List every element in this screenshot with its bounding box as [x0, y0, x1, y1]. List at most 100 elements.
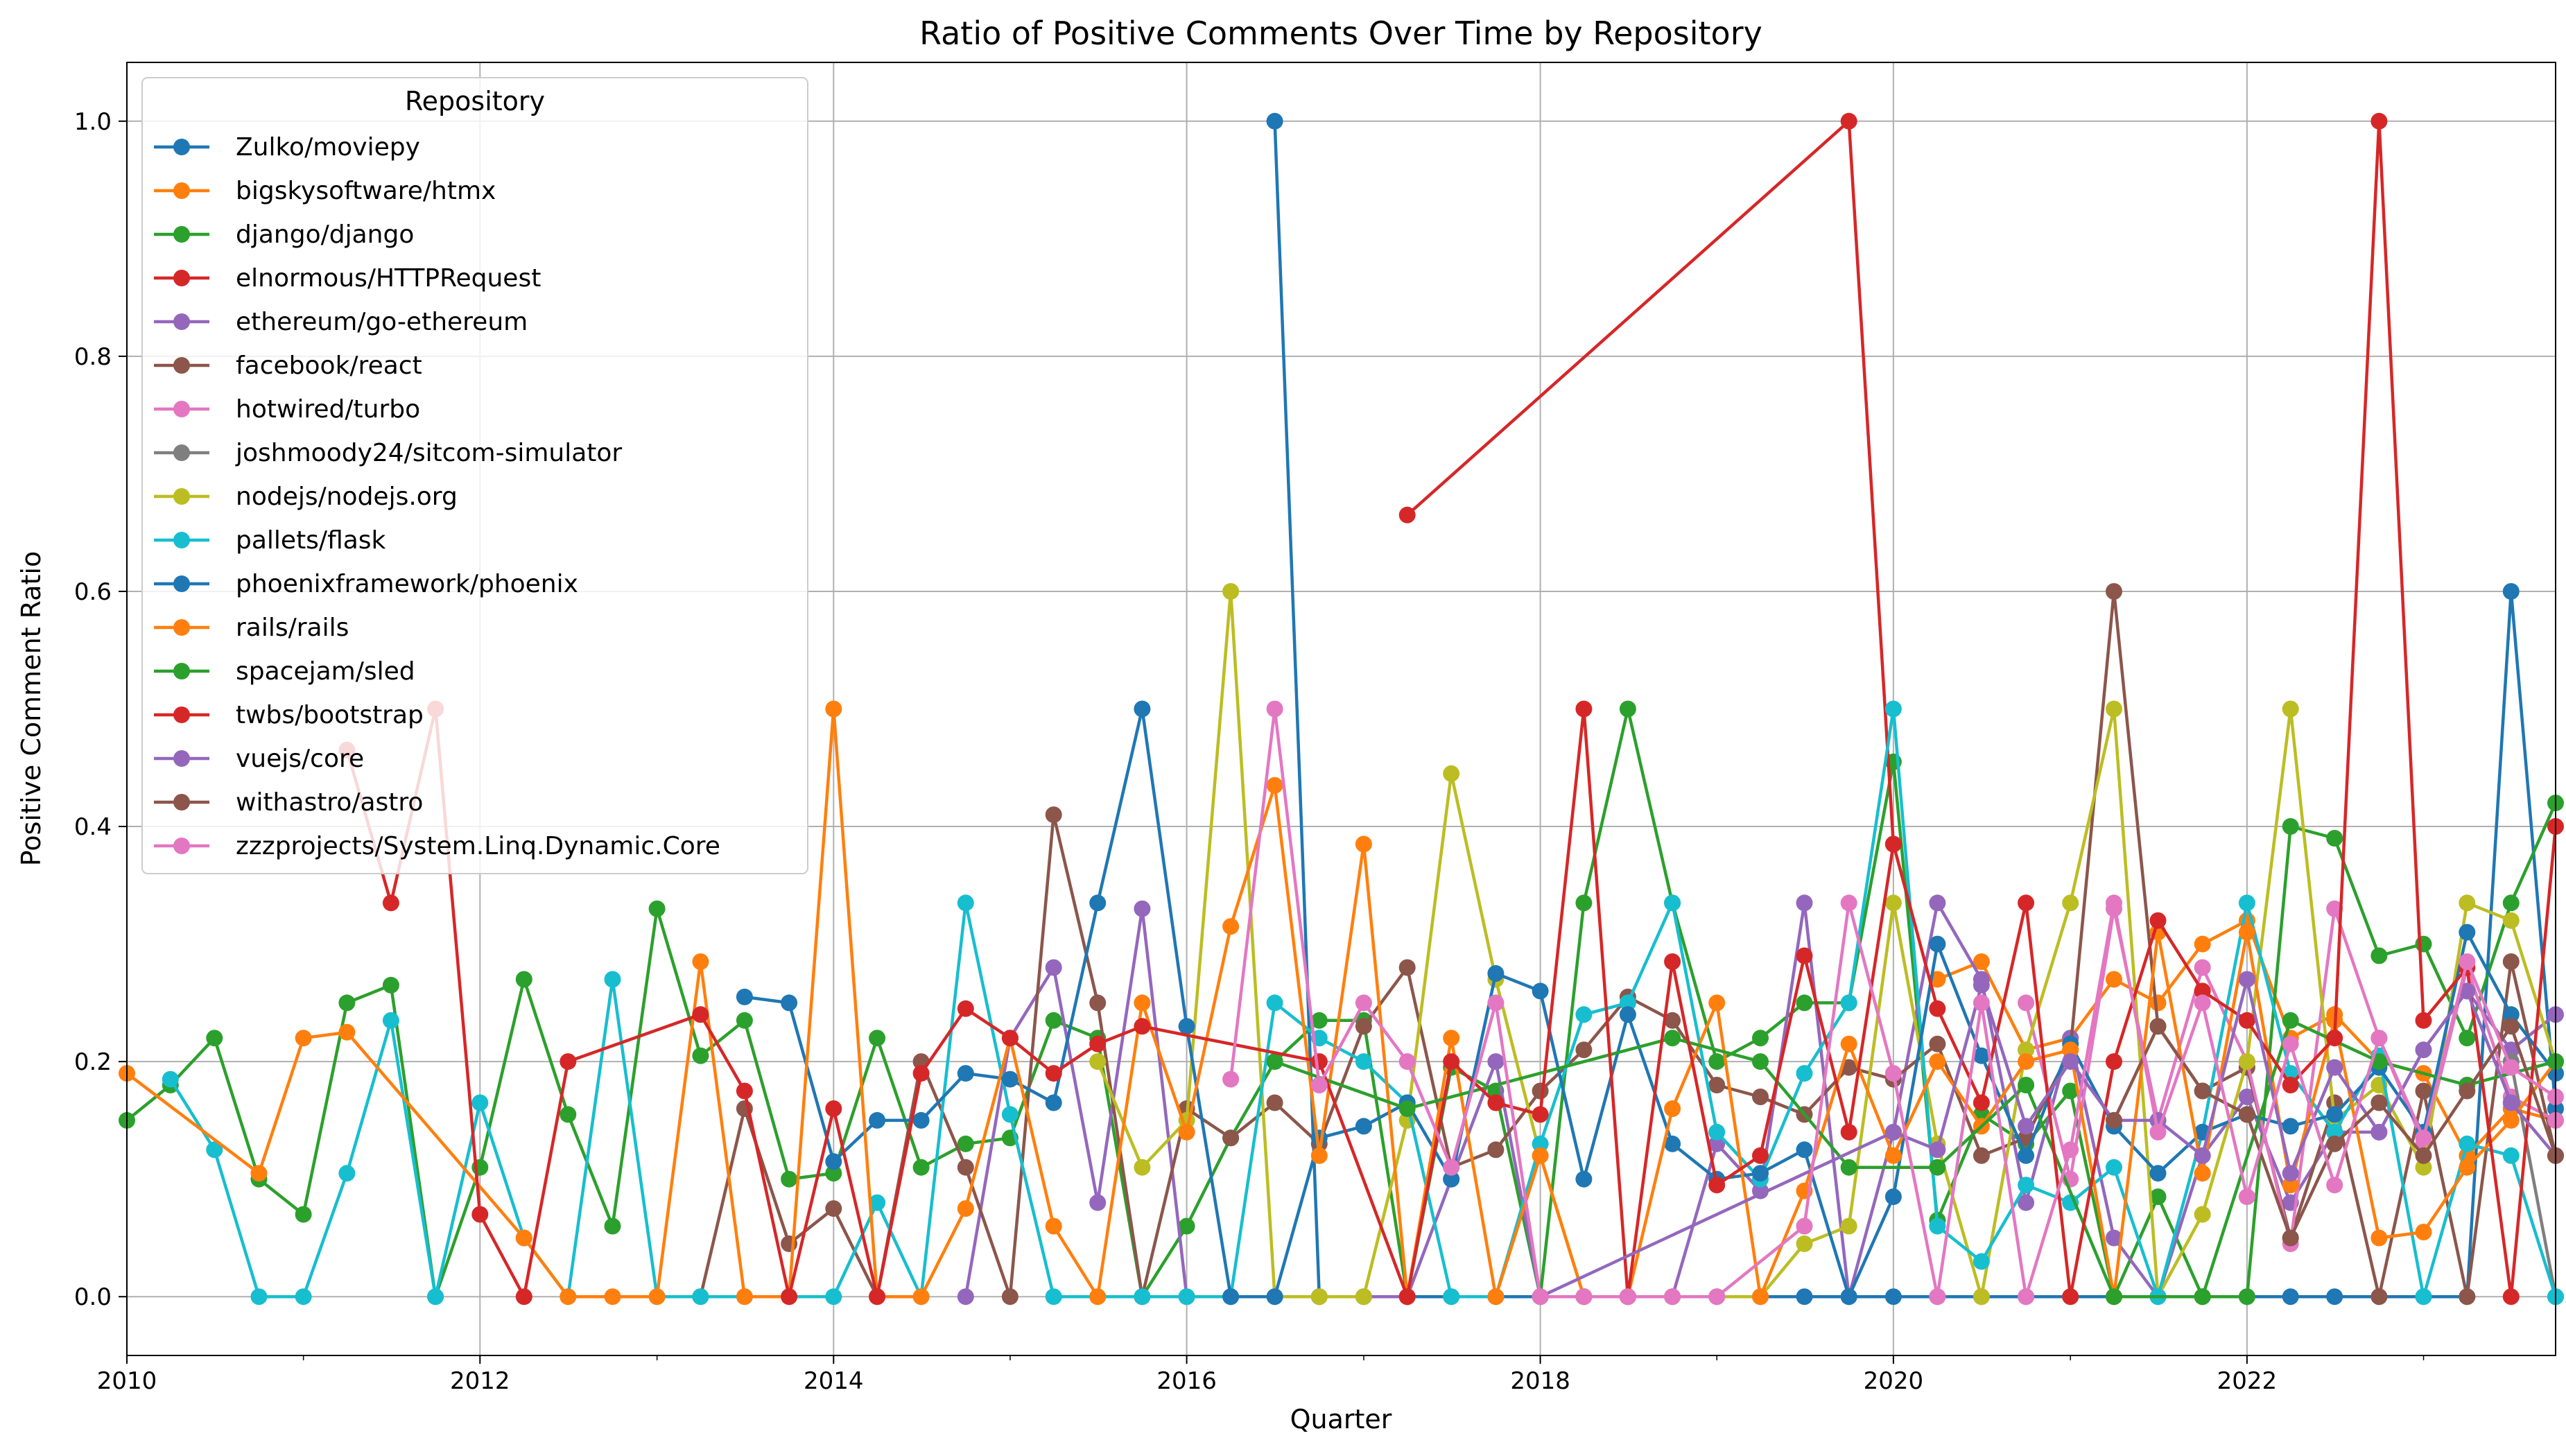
- data-point: [1884, 1123, 1902, 1141]
- data-point: [1487, 1288, 1505, 1306]
- data-point: [1222, 1288, 1240, 1306]
- data-point: [1355, 994, 1372, 1012]
- legend-marker: [173, 270, 190, 286]
- data-point: [1134, 900, 1151, 917]
- data-point: [1575, 894, 1593, 912]
- legend-entry: joshmoody24/sitcom-simulator: [154, 439, 622, 467]
- data-point: [2326, 1030, 2343, 1047]
- data-point: [2194, 935, 2211, 953]
- data-point: [2194, 1147, 2211, 1164]
- data-point: [1840, 112, 1857, 130]
- data-point: [2370, 1030, 2388, 1047]
- data-point: [2415, 1288, 2432, 1306]
- data-point: [2326, 1288, 2343, 1306]
- data-point: [2415, 1129, 2432, 1147]
- data-point: [1664, 1012, 1681, 1029]
- x-tick-label: 2014: [804, 1367, 864, 1395]
- legend-label: elnormous/HTTPRequest: [236, 264, 541, 293]
- data-point: [1178, 1018, 1195, 1035]
- data-point: [869, 1194, 886, 1211]
- data-point: [2502, 1059, 2520, 1076]
- data-point: [295, 1030, 312, 1047]
- data-point: [2459, 1288, 2476, 1306]
- data-point: [1929, 1035, 1946, 1052]
- data-point: [1840, 1035, 1857, 1052]
- data-point: [1266, 994, 1283, 1012]
- data-point: [1089, 1288, 1107, 1306]
- legend-label: facebook/react: [236, 352, 422, 380]
- data-point: [1045, 1065, 1062, 1082]
- data-point: [2106, 1159, 2122, 1176]
- data-point: [736, 1012, 753, 1029]
- data-point: [1532, 1288, 1549, 1306]
- data-point: [2194, 994, 2211, 1012]
- data-point: [1266, 1094, 1283, 1111]
- data-point: [1929, 1288, 1946, 1306]
- legend-label: django/django: [236, 220, 414, 249]
- legend-entry: rails/rails: [154, 614, 349, 642]
- data-point: [1443, 1030, 1460, 1047]
- legend-label: bigskysoftware/htmx: [236, 177, 496, 205]
- data-point: [1973, 994, 1990, 1012]
- y-tick-label: 0.8: [74, 343, 112, 371]
- data-point: [338, 994, 356, 1012]
- data-point: [1178, 1217, 1195, 1235]
- data-point: [2370, 947, 2388, 964]
- legend-entry: django/django: [154, 220, 414, 249]
- legend-marker: [173, 488, 190, 505]
- data-point: [869, 1111, 886, 1129]
- data-point: [2370, 1229, 2388, 1247]
- data-point: [1443, 1159, 1460, 1176]
- data-point: [1796, 994, 1813, 1012]
- legend-entry: spacejam/sled: [154, 657, 415, 686]
- data-point: [1045, 959, 1062, 976]
- data-point: [250, 1288, 268, 1306]
- data-point: [1089, 1053, 1107, 1071]
- data-point: [2194, 1165, 2211, 1182]
- data-point: [825, 700, 842, 718]
- data-point: [1045, 1094, 1062, 1111]
- y-tick-label: 0.0: [74, 1283, 112, 1311]
- data-point: [957, 1135, 974, 1152]
- legend-label: phoenixframework/phoenix: [236, 570, 578, 598]
- data-point: [2326, 830, 2343, 847]
- series-13: [338, 112, 2564, 1306]
- data-point: [2194, 959, 2211, 976]
- data-point: [2502, 583, 2520, 600]
- data-point: [1089, 994, 1107, 1012]
- x-tick-label: 2012: [450, 1367, 510, 1395]
- legend-entry: ethereum/go-ethereum: [154, 308, 528, 336]
- data-point: [1355, 1018, 1372, 1035]
- legend-marker: [173, 182, 190, 199]
- data-point: [2282, 1288, 2299, 1306]
- data-point: [1752, 1288, 1769, 1306]
- data-point: [1619, 1006, 1636, 1023]
- legend-marker: [173, 794, 190, 811]
- series-line: [1229, 707, 2557, 1299]
- data-point: [1929, 894, 1946, 912]
- data-point: [2502, 912, 2520, 929]
- data-point: [1355, 1118, 1372, 1135]
- data-point: [1796, 1288, 1813, 1306]
- legend-label: spacejam/sled: [236, 657, 415, 686]
- data-point: [1708, 994, 1726, 1012]
- legend-entry: nodejs/nodejs.org: [154, 483, 458, 511]
- legend-entry: zzzprojects/System.Linq.Dynamic.Core: [154, 832, 720, 860]
- data-point: [692, 1006, 709, 1023]
- legend-box: [141, 77, 808, 874]
- data-point: [2502, 1018, 2520, 1035]
- series-16: [1222, 700, 2564, 1306]
- data-point: [1840, 894, 1857, 912]
- data-point: [1532, 1082, 1549, 1100]
- data-point: [2106, 1288, 2122, 1306]
- data-point: [2459, 1082, 2476, 1100]
- data-point: [692, 1047, 709, 1064]
- data-point: [2326, 1094, 2343, 1111]
- data-point: [2282, 700, 2299, 718]
- data-point: [2062, 894, 2079, 912]
- data-point: [1443, 1170, 1460, 1188]
- data-point: [2238, 1012, 2255, 1029]
- data-point: [2018, 1041, 2035, 1059]
- data-point: [2326, 1106, 2343, 1123]
- data-point: [2062, 1041, 2079, 1059]
